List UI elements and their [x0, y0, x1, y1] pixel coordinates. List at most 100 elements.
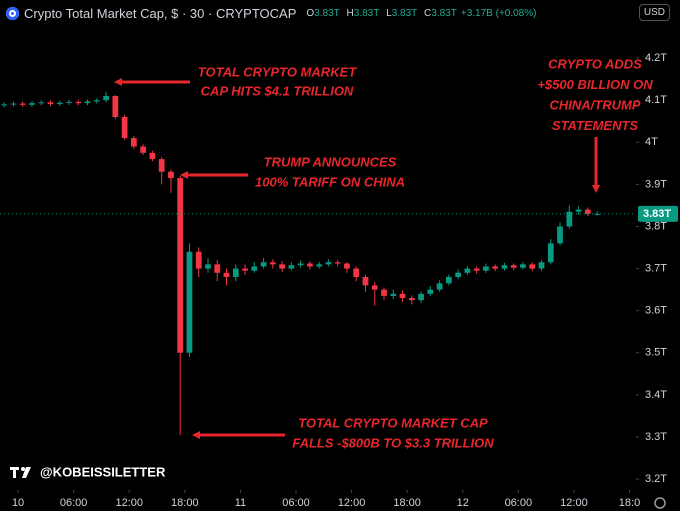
- x-tick-label: 06:00: [282, 497, 310, 509]
- candle-body: [195, 251, 202, 269]
- logo-part: [13, 467, 16, 478]
- annotation: STATEMENTS: [552, 118, 639, 133]
- candle-body: [47, 102, 54, 104]
- candle-body: [29, 103, 35, 105]
- candle-body: [594, 213, 600, 215]
- symbol-icon: [6, 6, 19, 20]
- candle-body: [205, 264, 211, 269]
- annotation: 100% TARIFF ON CHINA: [255, 174, 405, 189]
- candle-body: [19, 103, 26, 105]
- candle-body: [529, 264, 536, 269]
- candle-body: [547, 243, 554, 263]
- ohlc-key: C: [424, 7, 432, 19]
- x-tick-label: 18:0: [619, 497, 640, 509]
- arrows: [114, 78, 600, 439]
- candle-body: [10, 103, 17, 105]
- candle-body: [362, 276, 369, 286]
- candle-body: [56, 102, 63, 104]
- candle-body: [214, 264, 221, 273]
- candle-body: [251, 266, 258, 271]
- candle-body: [344, 263, 350, 269]
- annotation: +$500 BILLION ON: [537, 77, 653, 92]
- x-tick-label: 18:00: [393, 497, 421, 509]
- candle-body: [325, 262, 332, 265]
- watermark: @KOBEISSILETTER: [40, 464, 166, 479]
- candle-body: [223, 272, 230, 277]
- candle-body: [93, 100, 100, 102]
- candle-body: [464, 268, 471, 273]
- candle-body: [538, 262, 545, 269]
- candle-body: [232, 268, 239, 277]
- y-tick-label: 3.3T: [645, 431, 667, 443]
- candle-body: [1, 104, 8, 106]
- candle-body: [510, 265, 517, 268]
- annotation: FALLS -$800B TO $3.3 TRILLION: [292, 435, 494, 450]
- y-tick-label: 4.2T: [645, 52, 667, 64]
- candle-body: [177, 178, 184, 353]
- candle-body: [307, 263, 313, 267]
- candle-body: [316, 264, 323, 267]
- annotation: TOTAL CRYPTO MARKET: [198, 64, 357, 79]
- candle-body: [455, 272, 461, 277]
- candle-body: [584, 209, 591, 214]
- ohlc-value: 3.83T: [431, 7, 457, 19]
- y-tick-label: 3.6T: [645, 305, 667, 317]
- candle-body: [269, 262, 276, 265]
- candle-body: [445, 276, 452, 284]
- candle-body: [297, 263, 304, 266]
- ohlc-key: O: [306, 7, 315, 19]
- candle-body: [242, 268, 248, 271]
- candle-body: [557, 226, 563, 244]
- candle-body: [390, 293, 397, 296]
- y-tick-label: 3.7T: [645, 262, 667, 274]
- x-tick-label: 10: [12, 497, 24, 509]
- last-price-box: [638, 205, 678, 222]
- x-tick-label: 11: [235, 497, 246, 509]
- ohlc: O3.83T H3.83T L3.83T C3.83T: [306, 8, 460, 19]
- candle-body: [520, 264, 526, 268]
- plot: 4.2T 4.1T 4T 3.9T 3.8T 3.7T 3.6T 3.5T 3.4T 3.3T 3.…: [0, 52, 678, 509]
- change: +3.17B (+0.08%): [460, 7, 537, 19]
- annotation: CHINA/TRUMP: [550, 97, 641, 112]
- x-tick-label: 12: [457, 497, 469, 509]
- candle-body: [66, 101, 72, 103]
- candle-body: [436, 283, 443, 290]
- ohlc-key: H: [346, 7, 354, 19]
- x-tick-label: 06:00: [505, 497, 533, 509]
- ohlc-value: 3.83T: [314, 7, 340, 19]
- settings-icon[interactable]: [654, 497, 666, 509]
- currency-button[interactable]: USD: [638, 4, 670, 21]
- candle-body: [140, 146, 147, 153]
- header: Crypto Total Market Cap, $ · 30 · CRYPTO…: [6, 4, 536, 22]
- x-tick-label: 12:00: [560, 497, 588, 509]
- candle-body: [168, 171, 174, 179]
- candle-body: [121, 117, 128, 139]
- y-tick-label: 3.5T: [645, 347, 667, 359]
- candle-body: [418, 293, 424, 301]
- x-tick-label: 18:00: [171, 497, 199, 509]
- candle-body: [279, 264, 285, 269]
- candle-body: [575, 209, 582, 212]
- annotation: TRUMP ANNOUNCES: [264, 154, 397, 169]
- candle-body: [158, 159, 165, 172]
- candle-body: [149, 152, 156, 160]
- annotation: CAP HITS $4.1 TRILLION: [201, 83, 354, 98]
- y-tick-label: 4.1T: [645, 94, 667, 106]
- symbol-title: Crypto Total Market Cap, $ · 30 · CRYPTO…: [24, 5, 297, 21]
- candle-body: [381, 289, 387, 296]
- candle-body: [566, 211, 573, 227]
- candle-body: [492, 266, 499, 269]
- candle-body: [103, 95, 109, 101]
- candle-body: [130, 138, 137, 147]
- candle-body: [427, 289, 434, 294]
- candle-body: [408, 298, 415, 301]
- x-tick-label: 12:00: [338, 497, 366, 509]
- candle-body: [353, 268, 360, 277]
- ohlc-value: 3.83T: [391, 7, 418, 19]
- x-tick-label: 06:00: [60, 497, 88, 509]
- x-tick-label: 12:00: [115, 497, 143, 509]
- annotation: CRYPTO ADDS: [548, 56, 642, 71]
- candle-body: [334, 262, 341, 264]
- candle-body: [399, 293, 406, 299]
